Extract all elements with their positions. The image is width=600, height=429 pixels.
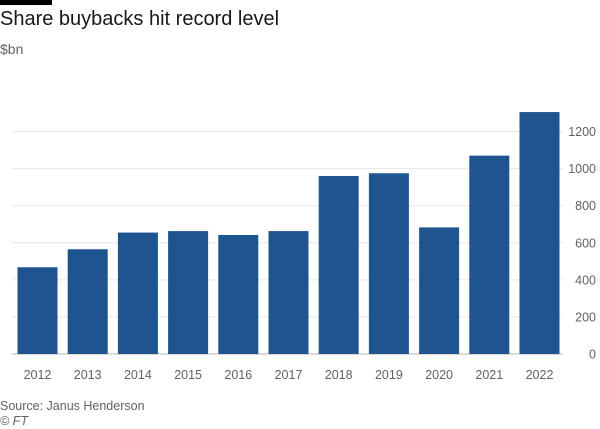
x-tick-label: 2013 <box>74 368 102 382</box>
y-tick-label: 400 <box>575 273 596 287</box>
ft-credit: © FT <box>0 414 28 428</box>
x-tick-label: 2015 <box>174 368 202 382</box>
x-tick-label: 2018 <box>325 368 353 382</box>
source-note: Source: Janus Henderson <box>0 399 145 413</box>
y-tick-label: 1000 <box>568 162 596 176</box>
x-tick-label: 2014 <box>124 368 152 382</box>
bar-2017 <box>268 231 309 354</box>
x-tick-label: 2021 <box>475 368 503 382</box>
x-tick-label: 2017 <box>275 368 303 382</box>
x-tick-label: 2022 <box>526 368 554 382</box>
y-axis-labels: 0 200 400 600 800 1000 1200 <box>568 125 596 361</box>
bar-2014 <box>117 232 158 354</box>
bar-2018 <box>318 176 359 354</box>
x-tick-label: 2016 <box>224 368 252 382</box>
chart-subtitle-unit: $bn <box>0 41 24 57</box>
y-tick-label: 200 <box>575 310 596 324</box>
x-tick-label: 2019 <box>375 368 403 382</box>
bar-2012 <box>17 267 58 354</box>
x-axis-labels: 2012 2013 2014 2015 2016 2017 2018 2019 2020 2021… <box>24 368 554 382</box>
bar-2015 <box>168 231 209 354</box>
x-tick-label: 2020 <box>425 368 453 382</box>
bar-2019 <box>368 173 409 354</box>
x-tick-label: 2012 <box>24 368 52 382</box>
y-tick-label: 800 <box>575 199 596 213</box>
bars <box>17 112 560 354</box>
bar-2021 <box>469 155 510 354</box>
chart-title: Share buybacks hit record level <box>0 8 280 30</box>
header-accent-bar <box>0 0 52 5</box>
y-tick-label: 0 <box>589 348 596 362</box>
bar-2022 <box>519 112 560 354</box>
y-tick-label: 1200 <box>568 125 596 139</box>
bar-2016 <box>218 234 259 354</box>
bar-2013 <box>67 249 108 354</box>
bar-2020 <box>419 227 460 354</box>
y-tick-label: 600 <box>575 236 596 250</box>
